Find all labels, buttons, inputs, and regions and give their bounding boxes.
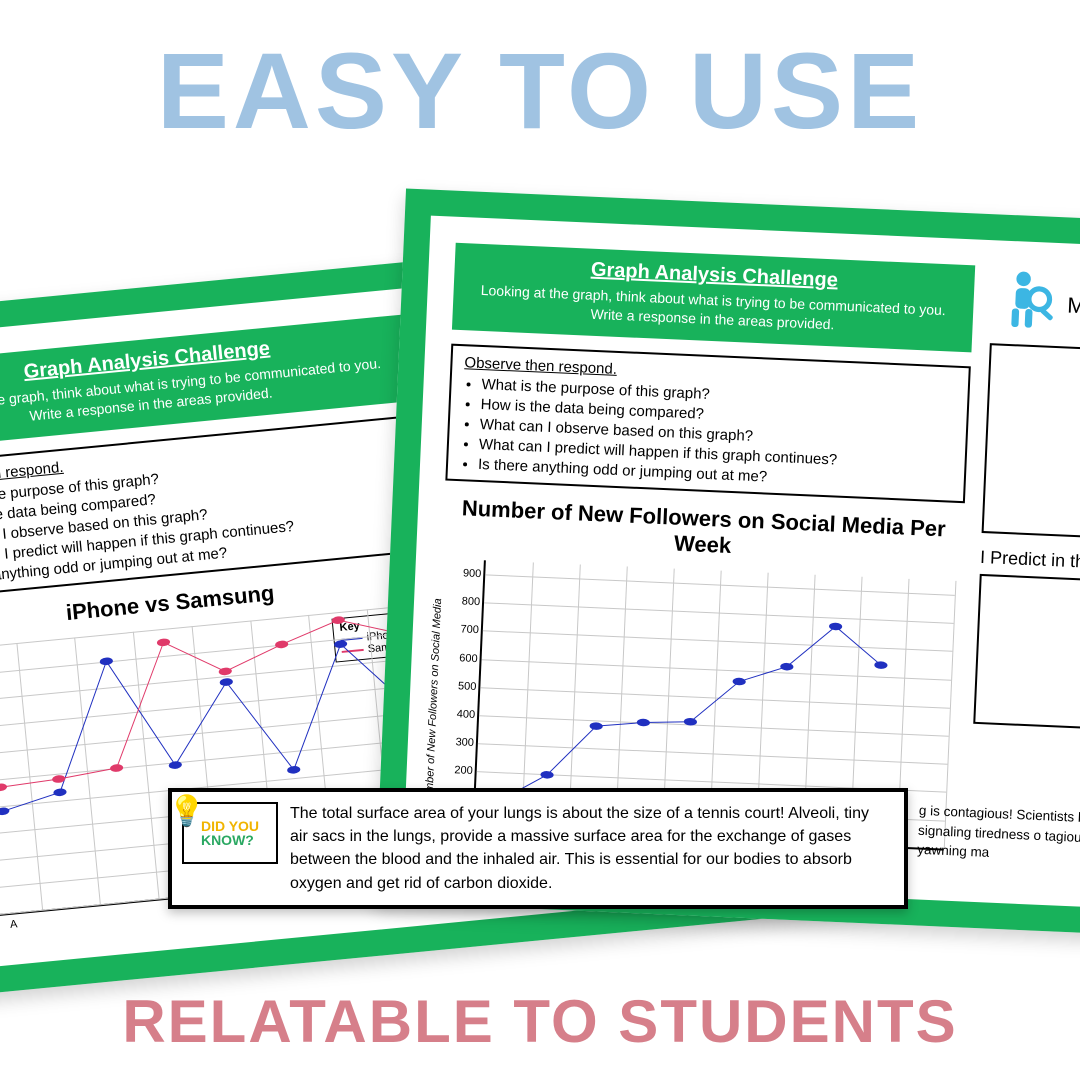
analysis-title: My Analysis [1067,292,1080,323]
question-list: What is the purpose of this graph?How is… [460,375,955,493]
magnify-person-icon [990,266,1059,340]
did-you-know-peek: g is contagious! Scientists be possibly … [917,801,1080,870]
lightbulb-icon: 💡 [168,794,205,829]
did-you-know-badge: 💡 DID YOUKNOW? [182,802,278,864]
did-you-know-callout: 💡 DID YOUKNOW? The total surface area of… [168,788,908,909]
challenge-header: Graph Analysis Challenge Looking at the … [452,243,975,352]
headline-bottom: RELATABLE TO STUDENTS [0,987,1080,1056]
headline-top: EASY TO USE [0,28,1080,153]
predict-box[interactable] [973,574,1080,739]
analysis-box[interactable] [981,343,1080,548]
did-you-know-text: The total surface area of your lungs is … [290,802,890,895]
observe-box: Observe then respond. What is the purpos… [445,343,970,503]
stage: EASY TO USE Graph Analysis Challenge Loo… [0,0,1080,1080]
